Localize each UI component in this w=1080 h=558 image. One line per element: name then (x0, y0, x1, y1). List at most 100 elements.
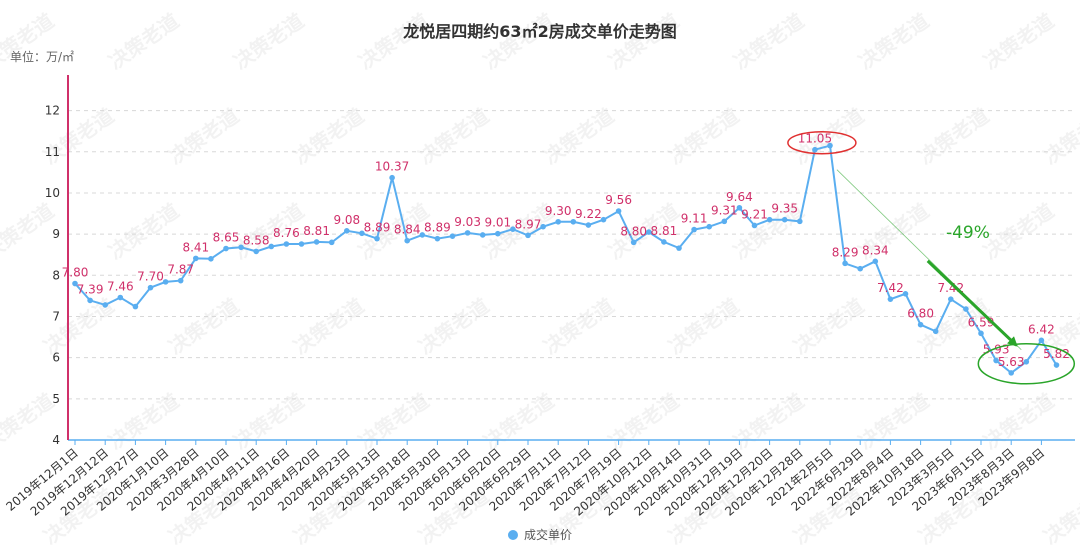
y-tick-label: 5 (52, 392, 60, 406)
watermark-text: 决策老道 (104, 9, 183, 75)
data-point (1008, 370, 1014, 376)
peak-highlight-circle (787, 130, 857, 155)
data-point (812, 146, 818, 153)
data-point (87, 297, 93, 304)
y-tick-label: 4 (52, 433, 60, 447)
data-point (1053, 362, 1060, 368)
data-point (978, 330, 984, 337)
data-point (902, 291, 909, 297)
data-point (781, 216, 788, 223)
watermark-text: 决策老道 (164, 104, 243, 170)
data-label: 9.21 (741, 207, 768, 221)
data-point (676, 245, 682, 251)
watermark-text: 决策老道 (789, 294, 868, 360)
data-label: 8.89 (424, 221, 451, 235)
data-point (842, 260, 848, 267)
watermark-text: 决策老道 (539, 104, 618, 170)
data-point (344, 228, 350, 234)
data-label: 8.76 (273, 226, 300, 240)
data-point (419, 232, 426, 238)
data-point (721, 218, 728, 225)
data-point (691, 226, 697, 233)
data-point (283, 241, 290, 247)
watermark-text: 决策老道 (914, 104, 993, 170)
data-point (993, 357, 999, 364)
data-point (268, 243, 275, 250)
data-point (102, 302, 108, 308)
data-point (706, 223, 712, 230)
data-label: 8.41 (182, 240, 209, 254)
data-label: 9.35 (771, 202, 798, 216)
data-point (298, 241, 305, 247)
data-point (827, 142, 833, 149)
data-label: 9.22 (575, 207, 602, 221)
data-label: 7.39 (77, 282, 104, 296)
data-label: 8.34 (862, 243, 889, 257)
data-point (932, 328, 939, 335)
watermark-text: 决策老道 (104, 199, 183, 265)
data-point (374, 235, 380, 242)
data-point (177, 277, 184, 284)
data-point (615, 208, 622, 214)
data-label: 5.82 (1043, 347, 1070, 361)
y-tick-label: 8 (52, 268, 60, 282)
data-point (766, 216, 773, 223)
data-point (253, 248, 259, 255)
data-label: 7.70 (137, 270, 164, 284)
data-point (313, 239, 320, 245)
data-label: 9.01 (484, 216, 511, 230)
watermark-text: 决策老道 (604, 9, 683, 75)
data-point (555, 218, 561, 225)
y-tick-label: 7 (52, 309, 60, 323)
watermark-text: 决策老道 (664, 104, 743, 170)
data-point (872, 258, 879, 265)
data-point (736, 204, 743, 211)
data-point (646, 229, 652, 235)
data-point (661, 239, 667, 245)
data-point (464, 230, 471, 236)
data-point (495, 230, 501, 237)
data-label: 10.37 (375, 160, 409, 174)
data-label: 7.80 (62, 266, 89, 280)
data-label: 6.80 (907, 307, 934, 321)
data-label: 8.84 (394, 223, 421, 237)
data-point (132, 303, 139, 310)
data-point (857, 265, 863, 272)
data-point (510, 226, 516, 232)
data-point (630, 239, 637, 246)
data-label: 9.08 (333, 213, 360, 227)
data-point (404, 237, 411, 244)
data-point (238, 244, 244, 251)
data-label: 8.81 (651, 224, 678, 238)
data-label: 7.42 (877, 281, 904, 295)
watermark-text: 决策老道 (979, 199, 1058, 265)
data-point (147, 284, 154, 291)
data-point (797, 218, 803, 225)
y-tick-label: 9 (52, 227, 60, 241)
data-point (328, 239, 335, 246)
data-point (162, 279, 169, 285)
data-label: 8.81 (303, 224, 330, 238)
data-point (887, 296, 894, 302)
watermark-text: 决策老道 (289, 294, 368, 360)
legend-marker-icon (507, 530, 518, 540)
data-point (389, 174, 395, 181)
data-label: 11.05 (798, 132, 832, 146)
data-point (1023, 358, 1030, 365)
data-point (208, 256, 214, 262)
data-point (449, 233, 456, 239)
data-label: 8.65 (213, 231, 240, 245)
legend[interactable]: 成交单价 (0, 526, 1080, 543)
watermark-text: 决策老道 (0, 199, 58, 265)
data-point (1038, 337, 1045, 344)
data-label: 8.89 (364, 221, 391, 235)
y-tick-label: 6 (52, 351, 60, 365)
data-label: 6.42 (1028, 322, 1055, 336)
data-label: 7.46 (107, 280, 134, 294)
data-point (193, 255, 199, 262)
watermark-text: 决策老道 (229, 9, 308, 75)
y-tick-label: 12 (45, 104, 60, 118)
data-point (948, 296, 954, 302)
y-axis-unit-label: 单位：万/㎡ (10, 50, 75, 64)
